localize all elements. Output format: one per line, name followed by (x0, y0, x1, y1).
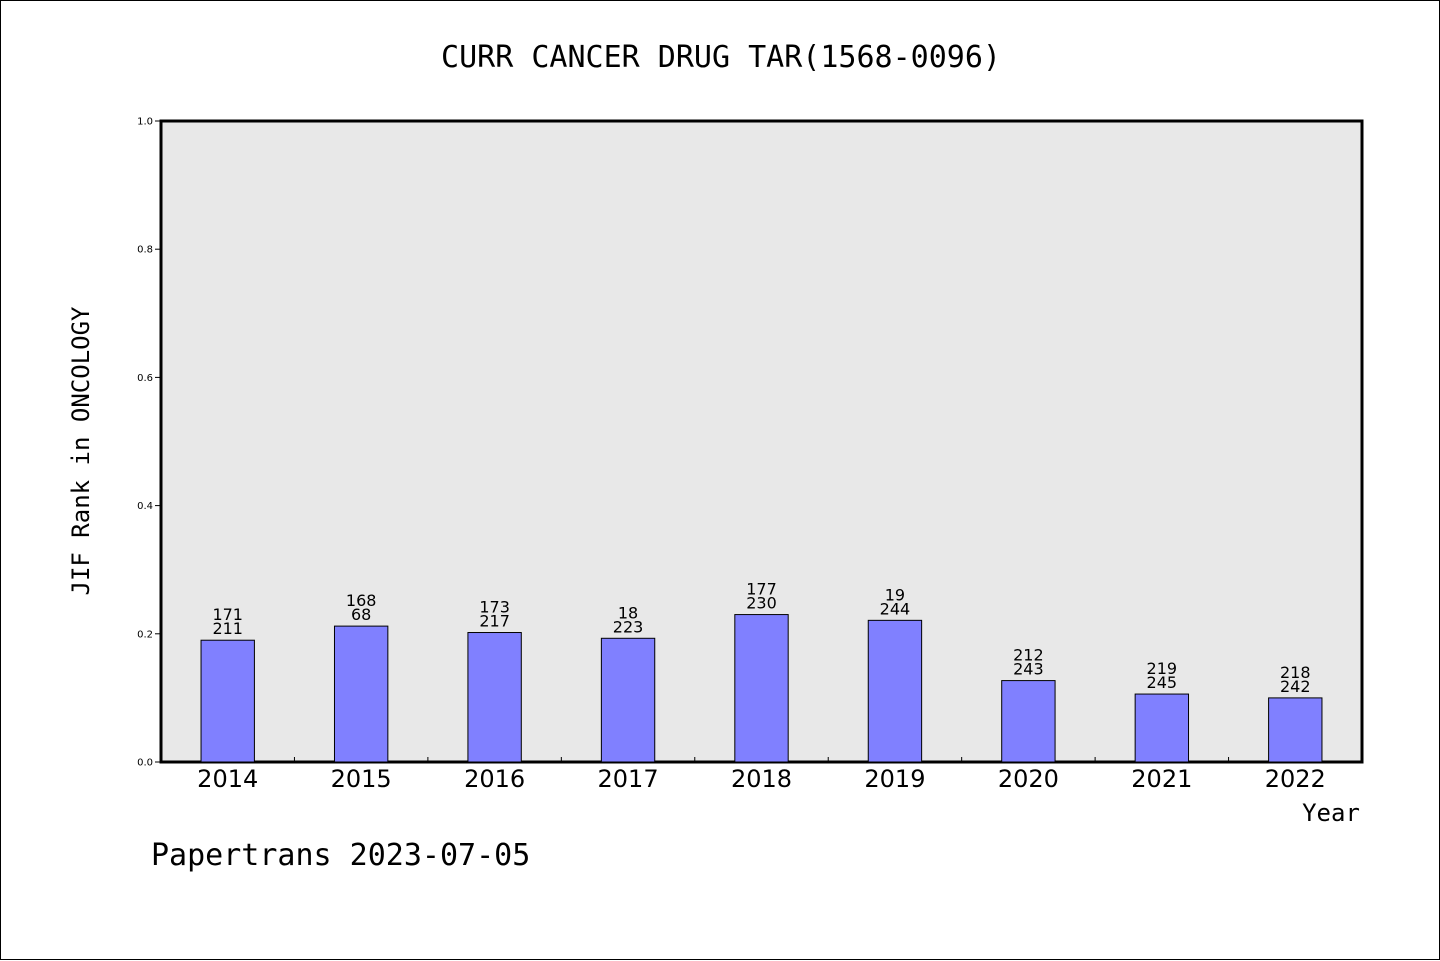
y-axis: 0.0 0.2 0.4 0.6 0.8 1.0 (137, 117, 161, 769)
x-tick-label: 2020 (998, 765, 1059, 793)
x-axis: 2014 2015 2016 2017 2018 2019 2020 2021 2022 (197, 757, 1326, 793)
bar-2015 (333, 625, 389, 763)
x-tick-label: 2019 (864, 765, 925, 793)
bar-label-bottom: 223 (613, 617, 644, 636)
bar-label-bottom: 68 (351, 605, 371, 624)
bar-label-bottom: 244 (880, 599, 911, 618)
bar-label-bottom: 230 (746, 594, 777, 613)
x-tick-label: 2018 (731, 765, 792, 793)
bar-label-top: 18 (618, 603, 638, 622)
bar-2019 (867, 619, 923, 763)
chart-title: CURR CANCER DRUG TAR(1568-0096) (441, 40, 1001, 75)
x-tick-label: 2022 (1265, 765, 1326, 793)
bar-label-top: 212 (1013, 646, 1044, 665)
bar-label-bottom: 242 (1280, 677, 1311, 696)
x-tick-label: 2016 (464, 765, 525, 793)
y-tick-label: 0.8 (137, 245, 153, 256)
bar-label-bottom: 245 (1147, 673, 1178, 692)
bar-label-bottom: 211 (212, 619, 243, 638)
y-tick-label: 0.2 (137, 629, 153, 640)
bar-2016 (467, 632, 522, 763)
footer-credit: Papertrans 2023-07-05 (151, 838, 530, 873)
bar-2014 (200, 639, 255, 763)
bar-2020 (1001, 680, 1056, 763)
bar-label-top: 177 (746, 580, 777, 599)
bar-2018 (734, 614, 789, 763)
bar-2022 (1268, 697, 1323, 763)
x-tick-label: 2021 (1131, 765, 1192, 793)
x-tick-label: 2014 (197, 765, 258, 793)
y-tick-label: 1.0 (137, 117, 153, 128)
x-tick-label: 2017 (598, 765, 659, 793)
bar-label-bottom: 243 (1013, 660, 1044, 679)
bar-label-top: 219 (1147, 659, 1178, 678)
y-tick-label: 0.4 (137, 501, 153, 512)
bar-2017 (600, 637, 656, 763)
bar-label-top: 173 (479, 598, 510, 617)
bar-label-top: 168 (346, 591, 377, 610)
bar-label-top: 19 (885, 585, 905, 604)
y-axis-label: JIF Rank in ONCOLOGY (67, 306, 95, 596)
x-tick-label: 2015 (331, 765, 392, 793)
bar-label-top: 171 (212, 605, 243, 624)
bar-label-bottom: 217 (479, 612, 510, 631)
x-axis-label: Year (1302, 799, 1360, 827)
y-tick-label: 0.0 (137, 758, 153, 769)
y-tick-label: 0.6 (137, 373, 153, 384)
bar-label-top: 218 (1280, 663, 1311, 682)
bar-2021 (1134, 693, 1190, 763)
